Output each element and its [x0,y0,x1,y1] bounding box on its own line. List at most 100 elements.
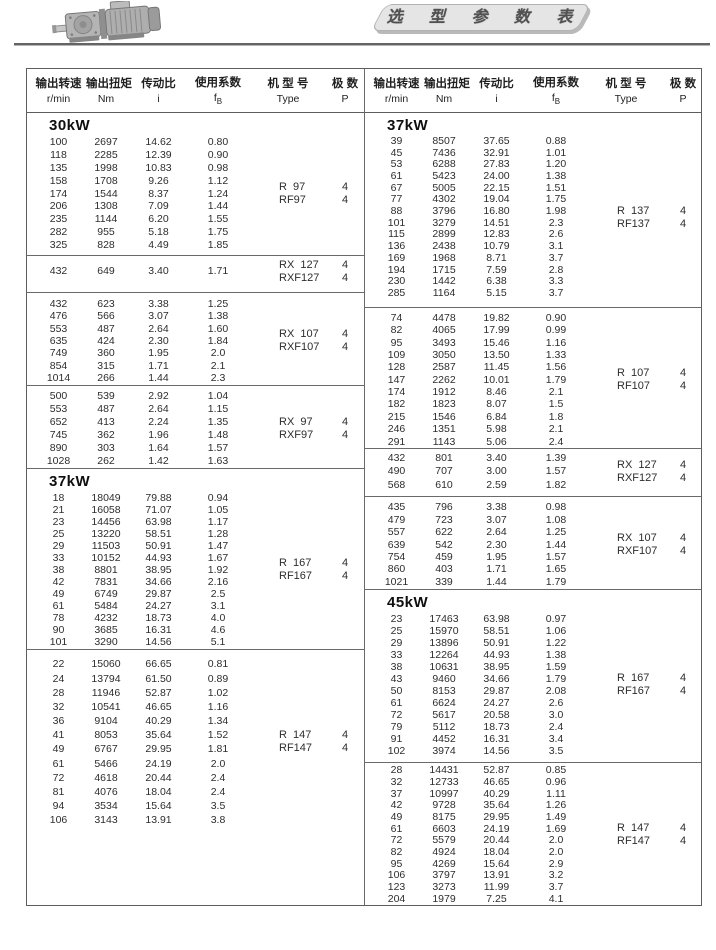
cell-speed: 860 [387,563,406,576]
cell-ratio: 13.91 [145,814,172,827]
cell-ratio: 38.95 [483,661,510,674]
cell-speed: 745 [49,428,68,441]
cell-ratio: 13.50 [483,348,510,361]
cell-poles-spacer [669,745,697,757]
column-header-label: 使用系数 [533,77,579,90]
cell-ratio: 40.29 [145,715,172,728]
cell-poles-spacer [669,625,697,637]
table-row: 18 18049 79.88 0.94 [31,492,360,504]
cell-ratio: 2.64 [486,526,507,539]
table-row: 67 5005 22.15 1.51 [369,181,697,195]
table-row: 39 8507 37.65 0.88 [369,135,697,148]
type-label: R 107 [617,366,650,379]
rows-group: 18 18049 79.88 0.94 21 16058 71.07 1.05 23 14456 6… [31,492,360,648]
cell-poles-spacer [669,697,697,709]
column-header-unit: i [157,93,160,106]
cell-factor: 2.1 [210,359,226,372]
cell-poles-spacer [669,398,697,410]
cell-speed: 102 [387,745,406,758]
column-header-unit: r/min [46,93,71,106]
cell-poles-spacer [331,162,359,175]
cell-type-spacer [245,372,331,384]
cell-torque: 796 [435,501,453,514]
cell-poles-spacer [331,504,359,516]
cell-factor: 1.35 [207,415,229,428]
cell-type-spacer [583,625,669,637]
table-row: 246 1351 5.98 2.1 [369,423,697,435]
cell-type-spacer [583,789,669,801]
cell-poles-spacer [669,777,697,789]
cell-speed: 174 [387,386,406,399]
table-row: 101 3279 14.51 2.3 [369,217,697,230]
section-title: 45kW [387,594,429,612]
cell-ratio: 24.00 [483,170,510,183]
cell-torque: 13794 [91,672,121,685]
cell-torque: 339 [435,575,453,588]
column-header-unit: r/min [384,93,409,106]
cell-factor: 1.16 [207,700,229,713]
cell-speed: 90 [52,623,65,636]
cell-factor: 1.5 [548,398,564,411]
cell-speed: 37 [390,787,403,800]
type-label: RX 97 [279,415,313,428]
type-label: RF97 [279,193,306,206]
poles-value: 4 [341,258,349,271]
type-line: RF107 4 [369,380,697,393]
table-row: 33 12264 44.93 1.38 [369,649,697,661]
cell-factor: 1.69 [545,822,567,835]
cell-poles-spacer [331,442,359,455]
cell-factor: 3.7 [548,251,564,264]
table-row: 28 14431 52.87 0.85 [369,764,697,777]
cell-ratio: 3.38 [148,297,169,310]
cell-torque: 1442 [432,275,456,288]
type-overlay: RX 127 4 RXF127 4 [369,459,697,485]
cell-speed: 36 [52,715,65,728]
cell-ratio: 38.95 [145,563,172,576]
cell-speed: 67 [390,181,403,194]
cell-torque: 459 [435,551,453,564]
cell-type-spacer [245,785,331,799]
cell-ratio: 50.91 [145,539,172,552]
cell-torque: 4618 [94,771,118,784]
cell-speed: 61 [390,170,403,183]
cell-type-spacer [583,183,669,195]
cell-factor: 1.33 [545,348,567,361]
cell-factor: 1.79 [545,575,567,588]
cell-torque: 1143 [432,435,456,448]
cell-poles-spacer [669,576,697,588]
cell-speed: 182 [387,398,406,411]
cell-torque: 11946 [91,686,121,699]
cell-type-spacer [245,310,331,322]
cell-speed: 568 [387,478,406,491]
rows-group: 500 539 2.92 1.04 553 487 2.64 1.15 652 413 2.24 1.… [31,390,360,468]
table-row: 38 10631 38.95 1.59 [369,661,697,673]
cell-speed: 109 [387,348,406,361]
table-row: 169 1968 8.71 3.7 [369,251,697,265]
cell-poles-spacer [669,324,697,336]
cell-poles-spacer [331,612,359,624]
cell-speed: 49 [52,743,65,756]
cell-speed: 500 [49,389,68,402]
cell-factor: 3.1 [210,599,226,612]
table-block: 500 539 2.92 1.04 553 487 2.64 1.15 652 413 2.24 1.… [27,386,364,469]
column-header-unit: Nm [97,93,115,106]
column-header-label: 传动比 [479,78,514,91]
cell-factor: 1.01 [545,146,567,159]
cell-factor: 4.6 [210,623,226,636]
cell-poles-spacer [669,882,697,894]
cell-ratio: 20.44 [483,834,510,847]
cell-torque: 266 [97,372,115,385]
cell-type-spacer [583,709,669,721]
cell-speed: 33 [390,649,403,662]
column-header: 传动比 i [126,75,191,105]
cell-torque: 1912 [432,386,456,399]
cell-type-spacer [583,171,669,183]
cell-type-spacer [583,265,669,277]
cell-torque: 487 [97,402,115,415]
table-row: 45 7436 32.91 1.01 [369,146,697,160]
cell-torque: 6603 [432,822,456,835]
table-row: 174 1544 8.37 1.24 [31,188,360,201]
cell-ratio: 8.46 [486,386,507,399]
cell-poles-spacer [669,709,697,721]
cell-type-spacer [583,870,669,882]
